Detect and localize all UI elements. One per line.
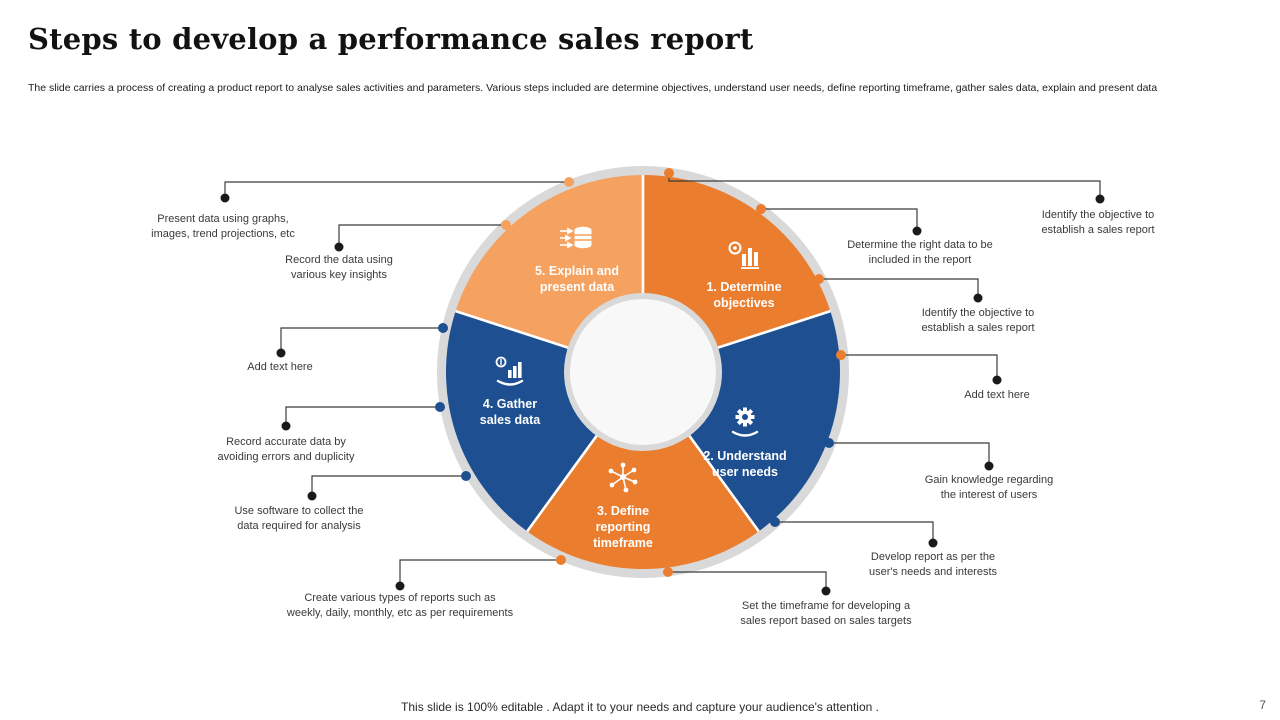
callout-source-dot [501,220,511,230]
callout-connector-line [311,475,466,495]
center-circle [570,299,716,445]
callout-source-dot [461,471,471,481]
callout-label: Identify the objective to establish a sa… [921,307,1035,334]
callout-connectors [220,168,1105,596]
callout-source-dot [435,402,445,412]
callout-source-dot [664,168,674,178]
callout-end-dot [220,193,230,203]
callout-connector-line [668,571,827,590]
callout-connector-line [761,208,918,230]
callout-connector-line [829,442,990,465]
callout-end-dot [992,375,1002,385]
callout-source-dot [814,274,824,284]
callout-end-dot [912,226,922,236]
callout-connector-line [775,521,934,542]
callout-source-dot [770,517,780,527]
footer-note: This slide is 100% editable . Adapt it t… [401,700,879,714]
callout-connector-line [280,327,443,352]
callout-label: Record the data using various key insigh… [285,254,393,281]
callout-source-dot [836,350,846,360]
callout-end-dot [395,581,405,591]
callout-source-dot [756,204,766,214]
callout-source-dot [556,555,566,565]
callout-label: Set the timeframe for developing a sales… [740,600,912,627]
callout-source-dot [663,567,673,577]
callout-connector-line [841,354,998,379]
callout-connector-line [224,181,569,197]
callout-end-dot [928,538,938,548]
callout-label: Create various types of reports such as … [286,592,514,619]
callout-label: Determine the right data to be included … [847,239,993,266]
callout-connector-line [399,559,561,585]
callout-source-dot [824,438,834,448]
callout-label: Add text here [964,389,1030,401]
callout-connector-line [819,278,979,297]
callout-label: Gain knowledge regarding the interest of… [924,474,1054,501]
callout-end-dot [984,461,994,471]
callout-label: Identify the objective to establish a sa… [1041,209,1155,236]
callout-end-dot [973,293,983,303]
callout-end-dot [334,242,344,252]
page-title: Steps to develop a performance sales rep… [28,22,754,56]
callout-label: Develop report as per the user's needs a… [868,551,998,578]
callout-end-dot [276,348,286,358]
callout-end-dot [281,421,291,431]
segment-3-wedge [527,372,759,570]
callout-label: Record accurate data by avoiding errors … [217,436,355,463]
callout-connector-line [338,224,506,246]
callout-end-dot [821,586,831,596]
callout-connector-line [285,406,440,425]
callout-label: Use software to collect the data require… [234,505,364,532]
callout-source-dot [564,177,574,187]
callout-source-dot [438,323,448,333]
slide-subtitle: The slide carries a process of creating … [28,82,1158,94]
callout-end-dot [1095,194,1105,204]
callout-end-dot [307,491,317,501]
callout-label: Add text here [247,361,313,373]
page-number: 7 [1259,698,1266,712]
callout-label: Present data using graphs, images, trend… [151,213,295,240]
